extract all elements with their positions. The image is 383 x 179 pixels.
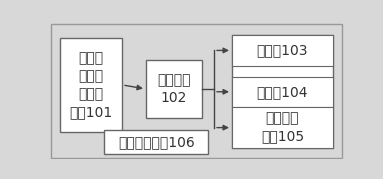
Bar xyxy=(146,60,202,118)
Text: 感器101: 感器101 xyxy=(69,105,113,119)
Text: 红外热: 红外热 xyxy=(79,69,103,83)
Text: 无线发射: 无线发射 xyxy=(266,112,299,126)
Text: 电压转换电路106: 电压转换电路106 xyxy=(118,135,195,149)
Text: 阵列式: 阵列式 xyxy=(79,51,103,65)
Bar xyxy=(104,130,208,154)
Text: 报警器104: 报警器104 xyxy=(257,85,308,99)
Text: 102: 102 xyxy=(161,91,187,105)
Bar xyxy=(232,77,333,107)
Bar xyxy=(60,38,122,132)
Text: 电堆传: 电堆传 xyxy=(79,87,103,101)
Bar xyxy=(232,35,333,148)
Text: 主控芯片: 主控芯片 xyxy=(157,73,191,87)
Bar xyxy=(232,107,333,148)
Bar xyxy=(232,35,333,66)
Text: 模块105: 模块105 xyxy=(261,130,304,144)
Text: 继电器103: 继电器103 xyxy=(257,43,308,57)
